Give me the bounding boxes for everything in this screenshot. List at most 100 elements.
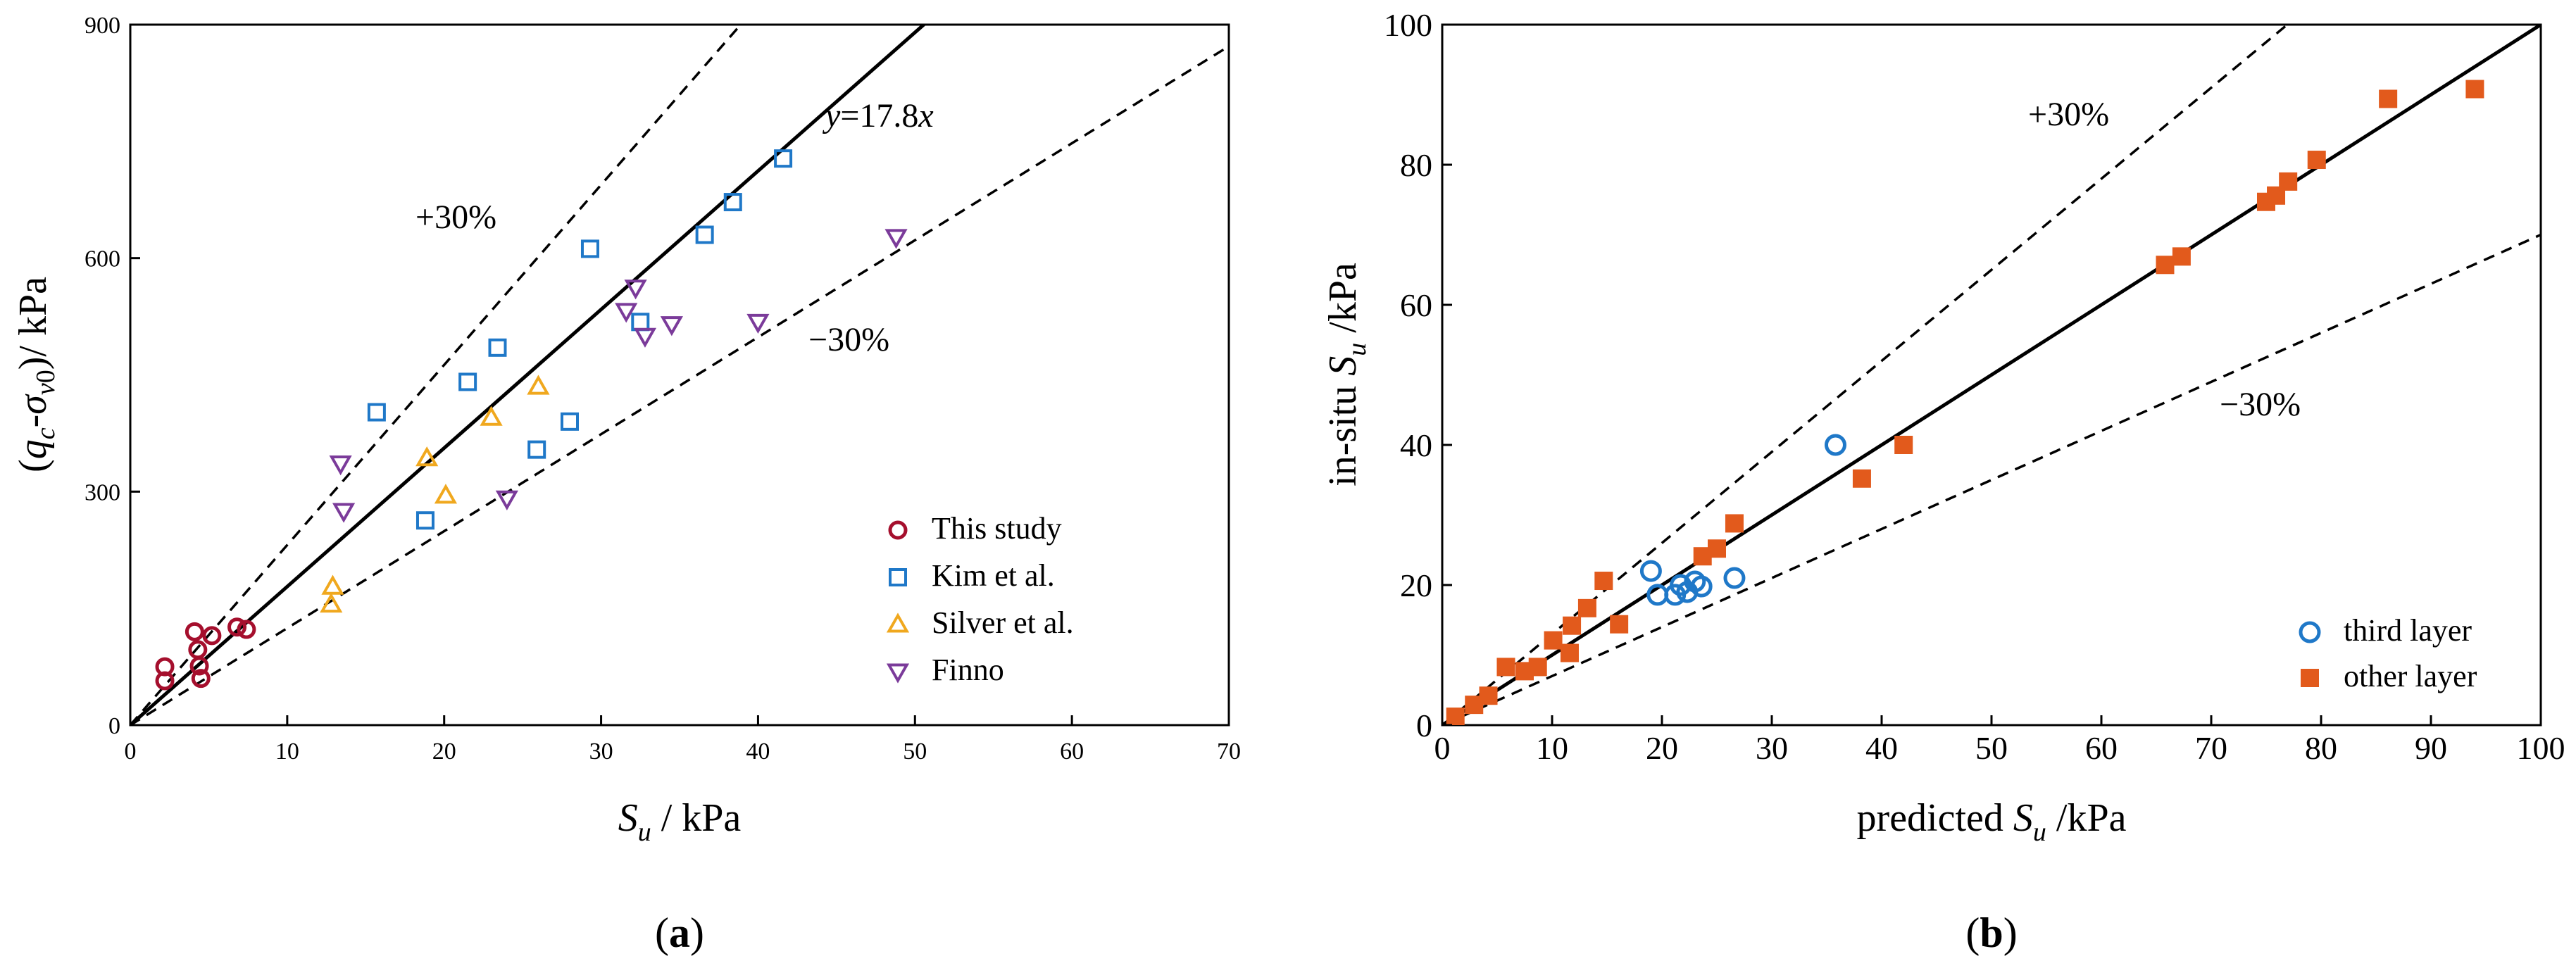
panel-a-legend-label-0: This study	[932, 511, 1062, 546]
panel-b-line-plus30	[1442, 25, 2289, 725]
panel-b-legend-marker-0	[2299, 621, 2321, 643]
panel-b-x-tick-label: 100	[2517, 730, 2565, 766]
panel-a-point-finno	[884, 229, 908, 249]
panel-a-line-fit	[130, 25, 927, 725]
panel-a-reference-lines	[130, 25, 1229, 725]
panel-a: 0 10 20 30 40 50 60 70 0 300 600 900 Su / kPa (qc-…	[11, 13, 1241, 956]
panel-b-y-tick-label: 60	[1400, 287, 1432, 323]
panel-a-y-tick-label: 300	[85, 479, 120, 505]
panel-b-x-tick-label: 40	[1865, 730, 1898, 766]
panel-a-y-tick-label: 0	[108, 713, 120, 739]
panel-b-x-tick-label: 0	[1434, 730, 1451, 766]
panel-a-point-silver-et-al	[321, 574, 344, 595]
panel-a-point-this-study	[191, 669, 211, 689]
panel-a-point-finno	[746, 313, 770, 334]
panel-b-point-other-layer	[1563, 616, 1582, 635]
panel-b-point-other-layer	[1479, 686, 1498, 705]
panel-b-point-other-layer	[2307, 151, 2326, 170]
panel-a-point-silver-et-al	[320, 592, 343, 613]
panel-a-minus30-label: −30%	[808, 321, 889, 358]
panel-a-point-kim-et-al	[723, 193, 742, 212]
panel-a-point-this-study	[237, 620, 256, 639]
panel-a-point-kim-et-al	[488, 338, 507, 357]
panel-b-reference-lines	[1442, 25, 2541, 725]
panel-a-point-finno	[633, 327, 657, 348]
panel-b-point-other-layer	[1446, 708, 1465, 725]
panel-a-point-finno	[660, 316, 683, 337]
panel-b-y-ticks: 0 20 40 60 80 100	[1384, 7, 1452, 743]
panel-a-y-tick-label: 600	[85, 246, 120, 272]
panel-a-y-tick-label: 900	[85, 13, 120, 39]
panel-a-legend: This study Kim et al. Silver et al. Finno	[886, 511, 1074, 687]
panel-a-x-tick-label: 70	[1217, 738, 1241, 765]
panel-b-point-other-layer	[1560, 643, 1579, 662]
panel-b-point-other-layer	[1852, 469, 1871, 488]
panel-a-x-tick-label: 50	[903, 738, 927, 765]
panel-a-legend-marker-2	[886, 612, 910, 633]
panel-b-point-third-layer	[1690, 575, 1713, 598]
panel-a-point-kim-et-al	[415, 511, 434, 530]
panel-b-legend-label-1: other layer	[2344, 659, 2477, 693]
panel-b-y-tick-label: 20	[1400, 567, 1432, 603]
panel-b-point-other-layer	[2172, 247, 2191, 266]
panel-b-point-other-layer	[1708, 539, 1726, 558]
panel-a-point-finno	[332, 503, 356, 523]
panel-a-point-kim-et-al	[367, 403, 386, 422]
panel-b-minus30-label: −30%	[2220, 386, 2301, 423]
panel-b-y-tick-label: 80	[1400, 147, 1432, 183]
panel-a-point-this-study	[227, 617, 247, 637]
panel-a-point-silver-et-al	[415, 446, 439, 467]
panel-a-x-ticks: 0 10 20 30 40 50 60 70	[125, 715, 1241, 765]
panel-a-point-silver-et-al	[434, 484, 458, 504]
panel-a-point-this-study	[155, 657, 175, 677]
panel-b-point-other-layer	[1894, 436, 1913, 454]
panel-b-point-other-layer	[1528, 658, 1547, 677]
panel-b-x-axis-label: predicted Su /kPa	[1857, 796, 2127, 847]
panel-b-point-third-layer	[1723, 567, 1746, 589]
panel-a-legend-label-2: Silver et al.	[932, 605, 1074, 640]
panel-a-point-this-study	[188, 640, 208, 660]
panel-a-x-tick-label: 10	[275, 738, 299, 765]
panel-b-data-points	[1446, 80, 2484, 725]
panel-b-y-axis-label: in-situ Su /kPa	[1321, 263, 1372, 486]
panel-a-point-finno	[329, 455, 352, 476]
panel-b-point-other-layer	[2279, 172, 2298, 191]
panel-b: 0 10 20 30 40 50 60 70 80 90 100 0 20 40 60 80 100 pred…	[1321, 7, 2565, 956]
panel-a-point-kim-et-al	[458, 372, 477, 391]
panel-a-point-finno	[624, 279, 647, 300]
panel-a-point-this-study	[185, 622, 204, 641]
panel-b-y-tick-label: 0	[1416, 708, 1432, 743]
panel-b-y-tick-label: 40	[1400, 427, 1432, 463]
panel-a-y-axis-label: (qc-σv0)/ kPa	[11, 277, 61, 472]
panel-a-point-kim-et-al	[527, 440, 546, 459]
panel-a-point-finno	[615, 303, 638, 323]
panel-b-x-tick-label: 60	[2085, 730, 2118, 766]
panel-a-x-tick-label: 40	[746, 738, 770, 765]
panel-b-point-other-layer	[1594, 572, 1613, 591]
panel-a-plot-frame	[129, 23, 1230, 727]
panel-a-x-tick-label: 0	[125, 738, 137, 765]
panel-b-label: (b)	[1965, 910, 2017, 956]
panel-a-legend-label-1: Kim et al.	[932, 558, 1055, 593]
panel-b-x-tick-label: 50	[1975, 730, 2008, 766]
panel-b-x-ticks: 0 10 20 30 40 50 60 70 80 90 100	[1434, 715, 2565, 766]
panel-b-point-third-layer	[1824, 434, 1846, 456]
panel-b-line-fit	[1442, 25, 2541, 725]
panel-a-x-axis-label: Su / kPa	[618, 796, 742, 847]
panel-a-line-minus30	[130, 45, 1229, 725]
panel-a-point-kim-et-al	[695, 225, 714, 244]
panel-a-legend-marker-0	[888, 520, 908, 540]
panel-a-point-silver-et-al	[480, 406, 503, 426]
panel-a-label: (a)	[655, 910, 704, 956]
panel-a-point-silver-et-al	[527, 375, 550, 395]
panel-a-point-kim-et-al	[774, 149, 793, 168]
panel-b-x-tick-label: 30	[1756, 730, 1788, 766]
panel-b-point-other-layer	[2156, 256, 2175, 275]
panel-b-legend: third layer other layer	[2299, 613, 2477, 693]
panel-a-x-tick-label: 30	[589, 738, 613, 765]
panel-b-point-third-layer	[1639, 560, 1662, 582]
panel-b-line-minus30	[1442, 233, 2541, 725]
panel-a-point-finno	[495, 490, 518, 510]
panel-b-x-tick-label: 10	[1536, 730, 1568, 766]
